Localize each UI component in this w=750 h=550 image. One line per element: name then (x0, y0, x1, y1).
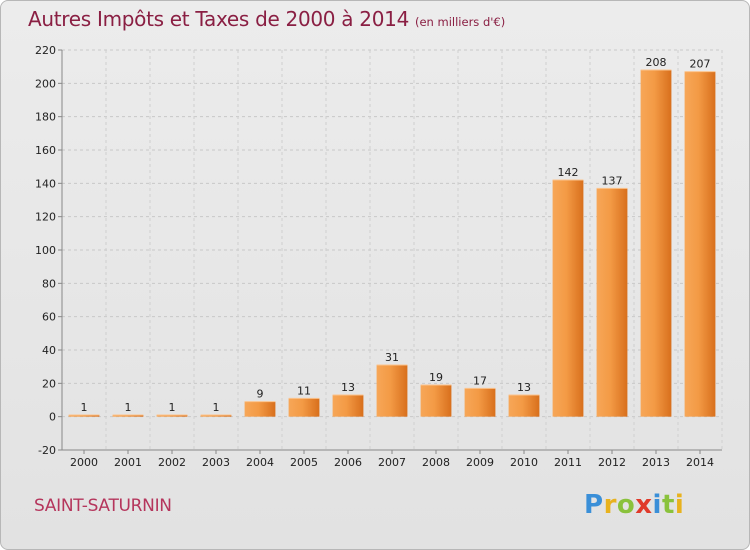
logo-letter: P (584, 490, 604, 520)
x-tick-label: 2001 (114, 456, 142, 469)
x-tick-label: 2010 (510, 456, 538, 469)
x-tick-label: 2005 (290, 456, 318, 469)
data-label: 1 (169, 401, 176, 414)
bar (684, 71, 716, 417)
proxiti-logo: Proxiti (584, 490, 684, 520)
labels: -20 0 20 40 60 80 100 120 140 160 180 200 220 1 2000 1 2… (35, 44, 714, 469)
y-tick-label: 180 (35, 111, 56, 124)
bar (420, 385, 452, 417)
y-tick-label: 140 (35, 177, 56, 190)
commune-name: SAINT-SATURNIN (34, 496, 172, 516)
y-tick-label: 60 (42, 311, 56, 324)
y-tick-label: 160 (35, 144, 56, 157)
y-tick-label: 120 (35, 211, 56, 224)
bar (200, 415, 232, 417)
bar (464, 388, 496, 417)
x-tick-label: 2011 (554, 456, 582, 469)
data-label: 207 (690, 58, 711, 71)
bar (552, 180, 584, 417)
logo-letter: x (635, 490, 653, 520)
axes (58, 49, 722, 454)
data-label: 13 (517, 381, 531, 394)
data-label: 13 (341, 381, 355, 394)
data-label: 11 (297, 384, 311, 397)
logo-letter: t (661, 490, 675, 520)
x-tick-label: 2002 (158, 456, 186, 469)
y-tick-label: -20 (38, 444, 56, 457)
data-label: 142 (558, 166, 579, 179)
data-label: 1 (81, 401, 88, 414)
data-label: 137 (602, 174, 623, 187)
y-tick-label: 100 (35, 244, 56, 257)
x-tick-label: 2009 (466, 456, 494, 469)
logo-letter: o (616, 490, 636, 520)
bar (68, 415, 100, 417)
x-tick-label: 2003 (202, 456, 230, 469)
bar (332, 395, 364, 417)
data-label: 1 (213, 401, 220, 414)
bar (244, 401, 276, 417)
bar (508, 395, 540, 417)
chart-unit: (en milliers d'€) (415, 15, 506, 29)
y-tick-label: 40 (42, 344, 56, 357)
bar (112, 415, 144, 417)
data-label: 9 (257, 388, 264, 401)
data-label: 208 (646, 56, 667, 69)
y-tick-label: 0 (49, 411, 56, 424)
logo-letter: i (652, 490, 662, 520)
chart-title-text: Autres Impôts et Taxes de 2000 à 2014 (28, 7, 409, 31)
x-tick-label: 2012 (598, 456, 626, 469)
bar (288, 398, 320, 417)
data-label: 19 (429, 371, 443, 384)
data-label: 1 (125, 401, 132, 414)
data-label: 17 (473, 374, 487, 387)
data-label: 31 (385, 351, 399, 364)
x-tick-label: 2006 (334, 456, 362, 469)
bar (596, 188, 628, 417)
x-tick-label: 2014 (686, 456, 714, 469)
y-tick-label: 220 (35, 44, 56, 57)
x-tick-label: 2004 (246, 456, 274, 469)
bar (376, 365, 408, 417)
bars (68, 69, 716, 417)
x-tick-label: 2008 (422, 456, 450, 469)
x-tick-label: 2013 (642, 456, 670, 469)
logo-letter: i (674, 490, 685, 520)
chart-title: Autres Impôts et Taxes de 2000 à 2014 (en… (28, 7, 505, 31)
y-tick-label: 20 (42, 377, 56, 390)
y-tick-label: 200 (35, 77, 56, 90)
bar (640, 70, 672, 417)
x-tick-label: 2000 (70, 456, 98, 469)
bar (156, 415, 188, 417)
x-tick-label: 2007 (378, 456, 406, 469)
y-tick-label: 80 (42, 277, 56, 290)
logo-letter: r (603, 490, 617, 520)
